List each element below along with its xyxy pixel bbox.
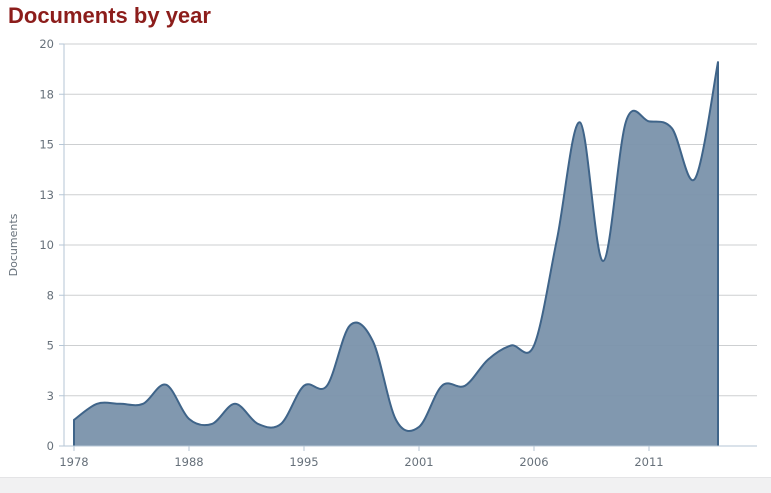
chart-title: Documents by year [8, 3, 211, 28]
y-tick-label: 8 [47, 288, 54, 302]
y-tick-label: 13 [39, 188, 54, 202]
y-tick-label: 5 [47, 339, 54, 353]
y-tick-label: 0 [47, 439, 54, 453]
y-tick-label: 18 [39, 87, 54, 101]
x-tick-label: 2001 [404, 455, 433, 469]
y-tick-label: 10 [39, 238, 54, 252]
x-tick-label: 1978 [59, 455, 88, 469]
area-series-fill [74, 62, 718, 447]
y-tick-label: 3 [47, 389, 54, 403]
area-series-outline [73, 61, 719, 446]
y-axis-title: Documents [7, 213, 20, 276]
y-tick-label: 20 [39, 37, 54, 51]
y-tick-label: 15 [39, 138, 54, 152]
x-tick-label: 2011 [634, 455, 663, 469]
footer-band [0, 477, 771, 493]
area-chart-canvas: 0 3 5 8 10 13 15 18 20 1978 1988 1995 2001 2006 2011 Do… [7, 37, 757, 469]
x-tick-label: 1995 [289, 455, 318, 469]
x-tick-label: 2006 [519, 455, 548, 469]
documents-by-year-chart: 0 3 5 8 10 13 15 18 20 1978 1988 1995 2001 2006 2011 Do… [7, 37, 757, 469]
x-tick-label: 1988 [174, 455, 203, 469]
